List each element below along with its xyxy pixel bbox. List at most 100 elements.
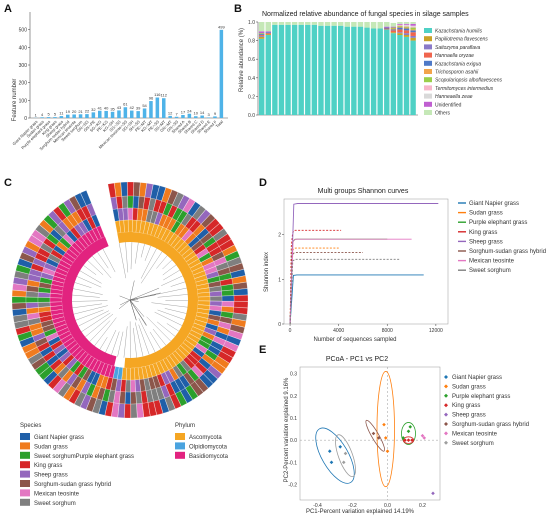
species-legend-label: Sudan grass <box>34 444 68 450</box>
panel-e-legend-marker <box>444 393 448 398</box>
panel-d-xtick-label: 0 <box>289 328 292 334</box>
panel-b-bar-segment <box>344 22 350 27</box>
species-legend-swatch <box>20 442 30 450</box>
tree-branch <box>75 309 104 321</box>
species-legend-title: Species <box>20 423 41 429</box>
panel-a-bar <box>53 117 57 118</box>
panel-e-title: PCoA - PC1 vs PC2 <box>326 356 388 363</box>
panel-e-legend-label: Sheep grass <box>452 413 486 419</box>
panel-b-legend-label: Termitomyces intermedius <box>435 86 494 92</box>
tree-branch <box>105 330 117 353</box>
panel-a-bar <box>98 110 102 118</box>
panel-e-legend-marker <box>444 412 448 417</box>
tree-branch <box>72 300 108 302</box>
phylum-legend-swatch <box>175 433 185 440</box>
panel-a-bar <box>168 115 172 118</box>
panel-b-bar-segment <box>298 24 304 115</box>
panel-e-point <box>401 436 406 440</box>
tree-branch <box>140 248 157 279</box>
panel-b-bar-segment <box>338 22 344 26</box>
panel-a-bar <box>174 116 179 118</box>
panel-b-bar-segment <box>324 25 331 115</box>
panel-b-bar-segment <box>305 22 311 25</box>
panel-b-bar-segment <box>377 22 383 29</box>
panel-b-bar-segment <box>324 22 331 26</box>
species-legend-label: Sorghum-sudan grass hybrid <box>34 482 111 488</box>
tree-species-ring-cell <box>125 379 131 393</box>
panel-e-point <box>385 449 390 454</box>
panel-e-ytick-label: 0.3 <box>290 372 297 378</box>
tree-phylum-ring-cell <box>130 367 135 381</box>
panel-b-bar-segment <box>410 29 416 31</box>
panel-e-point <box>403 438 407 442</box>
panel-a-bar <box>46 117 51 118</box>
panel-a-bar <box>136 111 140 118</box>
species-legend-label: Sweet sorghum <box>34 501 76 507</box>
panel-b-bar-segment <box>278 24 285 115</box>
tree-branch <box>76 276 102 288</box>
panel-a-bar-label: 22 <box>85 109 90 114</box>
panel-a-bar <box>213 116 217 118</box>
tree-branch <box>89 320 111 342</box>
panel-e-xtick-label: 0.0 <box>384 503 391 509</box>
tree-inner-branch <box>129 287 160 301</box>
panel-d-series-line <box>289 252 363 325</box>
panel-label-e: E <box>259 344 266 356</box>
tree-branch <box>135 322 144 357</box>
panel-b-bar-segment <box>403 22 410 24</box>
tree-branch <box>99 337 108 350</box>
panel-b-bar-segment <box>318 25 324 115</box>
tree-branch <box>140 243 145 258</box>
panel-b-legend-label: Unidentified <box>435 102 462 108</box>
panel-e-point <box>406 438 411 442</box>
panel-e-point <box>329 460 334 465</box>
panel-b-bar-segment <box>285 22 291 25</box>
species-legend-swatch <box>20 498 30 506</box>
tree-ascomycota-band <box>117 232 198 368</box>
panel-e-scatter: PCoA - PC1 vs PC2 PC2-Percent variation … <box>284 356 529 515</box>
panel-e-plot-frame <box>299 366 441 501</box>
panel-e-legend-label: Purple elephant grass <box>452 394 510 400</box>
panel-b-bar-segment <box>338 25 344 115</box>
panel-e-legend-marker <box>444 403 448 408</box>
tree-inner-branch <box>129 294 156 301</box>
panel-e-group-ellipse <box>315 427 355 484</box>
tree-species-ring-cell <box>233 301 249 308</box>
panel-b-legend-label: Papiliotrema flavescens <box>435 37 488 43</box>
panel-b-bar-segment <box>285 24 291 115</box>
tree-inner-branch <box>129 280 135 301</box>
panel-b-legend-label: Hannaella oryzae <box>435 53 474 59</box>
panel-e-point <box>408 425 413 429</box>
tree-inner-branch <box>129 299 145 317</box>
panel-e-legend-marker <box>444 384 448 389</box>
panel-e-legend-label: Giant Napier grass <box>452 375 502 381</box>
panel-a-ytick-label: 500 <box>19 28 28 34</box>
tree-branch <box>79 270 102 284</box>
panel-b-bar-segment <box>311 22 318 25</box>
panel-d-legend-label: Sudan grass <box>469 211 503 217</box>
panel-e-xtick-label: -0.4 <box>313 503 322 509</box>
panel-b-bar-segment <box>410 23 416 26</box>
panel-a-bar-label: 39 <box>136 106 141 111</box>
panel-e-point <box>420 433 425 438</box>
panel-b-legend-label: Others <box>435 111 451 117</box>
panel-e-group-ellipse <box>401 422 416 445</box>
species-legend-label: Mexican teosinte <box>34 491 80 497</box>
panel-label-d: D <box>259 177 267 189</box>
panel-d-ytick-label: 1 <box>278 277 281 283</box>
panel-b-legend-swatch <box>424 52 432 58</box>
panel-d-xtick-label: 8000 <box>382 328 393 334</box>
tree-branch <box>157 309 185 320</box>
panel-a-bar-label: 42 <box>130 105 135 110</box>
tree-phylum-ring-cell <box>108 365 116 379</box>
panel-a-bar <box>155 97 160 118</box>
panel-a-bar <box>149 101 153 118</box>
panel-b-legend-swatch <box>424 77 432 83</box>
panel-e-ylabel: PC2-Percent variation explained 9.16% <box>284 377 290 482</box>
panel-a-bar <box>130 110 134 118</box>
panel-b-bar-segment <box>259 36 265 39</box>
panel-a-bar-label: 5 <box>47 112 50 117</box>
panel-b-ylabel: Relative abundance (%) <box>239 28 245 92</box>
panel-b-bar-segment <box>364 27 370 115</box>
tree-branch <box>151 302 188 308</box>
